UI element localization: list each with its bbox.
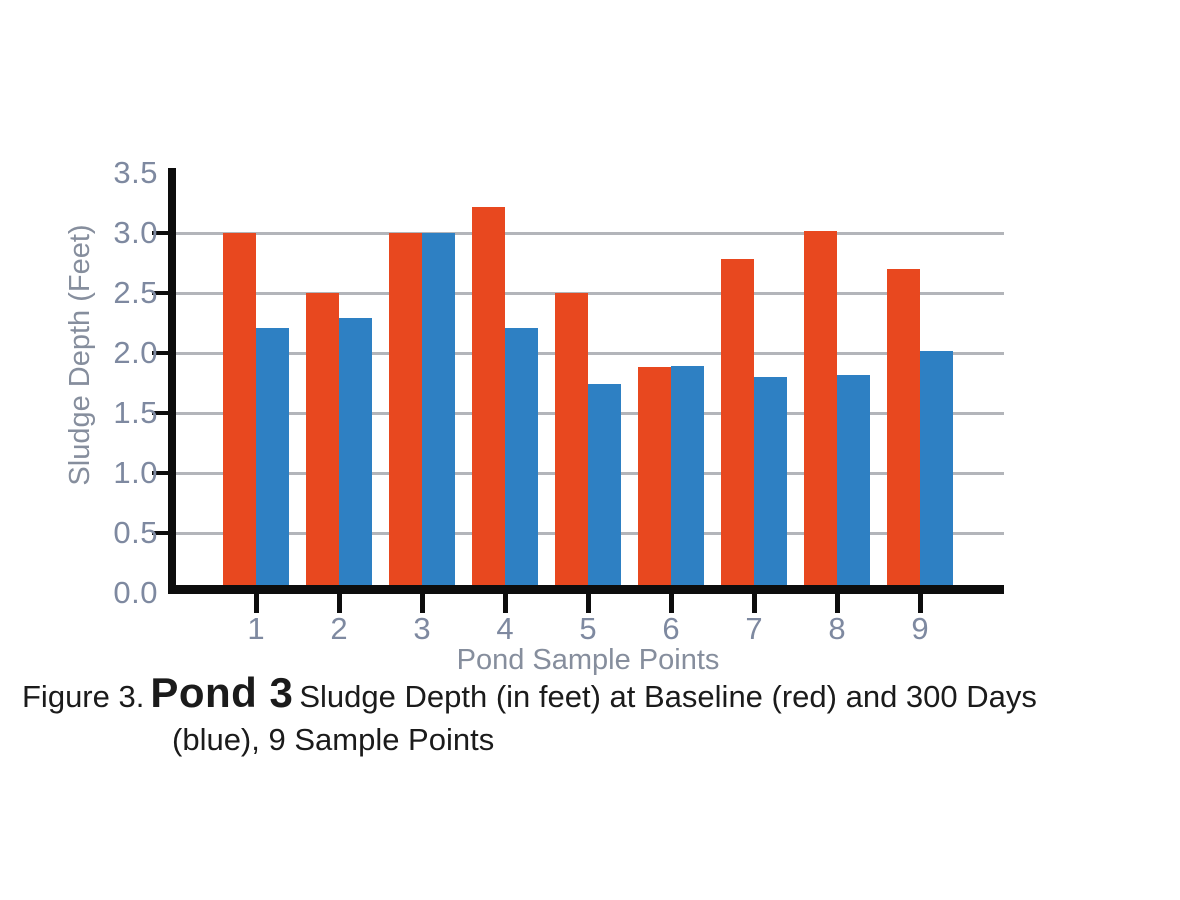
x-tick-label-9: 9 — [911, 611, 929, 646]
x-tick-8 — [835, 594, 840, 613]
x-tick-label-8: 8 — [828, 611, 846, 646]
y-tick-label-1.0: 1.0 — [113, 455, 158, 490]
y-tick-1.0 — [152, 471, 168, 475]
bar-baseline-8 — [804, 230, 837, 593]
y-tick-2.0 — [152, 351, 168, 355]
bar-baseline-4 — [472, 206, 505, 593]
bar-300days-4 — [505, 327, 538, 593]
y-tick-label-1.5: 1.5 — [113, 395, 158, 430]
x-tick-label-7: 7 — [745, 611, 763, 646]
bar-300days-9 — [920, 350, 953, 593]
bar-300days-5 — [588, 384, 621, 593]
y-axis-title: Sludge Depth (Feet) — [64, 224, 96, 486]
y-tick-1.5 — [152, 411, 168, 415]
y-axis-line — [168, 168, 176, 594]
gridline-2.5 — [176, 292, 1004, 295]
bar-300days-3 — [422, 233, 455, 593]
bar-300days-8 — [837, 374, 870, 593]
x-tick-5 — [586, 594, 591, 613]
caption-description: Sludge Depth (in feet) at Baseline (red)… — [299, 679, 1037, 714]
caption-line-1: Figure 3. Pond 3 Sludge Depth (in feet) at… — [22, 670, 1037, 726]
bar-baseline-6 — [638, 367, 671, 593]
bar-baseline-7 — [721, 259, 754, 593]
x-tick-4 — [503, 594, 508, 613]
bar-baseline-1 — [223, 233, 256, 593]
x-tick-7 — [752, 594, 757, 613]
y-tick-0.5 — [152, 531, 168, 535]
x-axis-title: Pond Sample Points — [456, 644, 720, 676]
caption-pond-label: Pond 3 — [150, 669, 294, 716]
y-tick-label-0.5: 0.5 — [113, 515, 158, 550]
y-tick-label-3.0: 3.0 — [113, 215, 158, 250]
y-tick-2.5 — [152, 291, 168, 295]
x-tick-label-4: 4 — [496, 611, 514, 646]
y-tick-label-2.0: 2.0 — [113, 335, 158, 370]
bar-baseline-9 — [887, 269, 920, 593]
y-tick-label-3.5: 3.5 — [113, 155, 158, 190]
gridline-3 — [176, 232, 1004, 235]
x-tick-label-6: 6 — [662, 611, 680, 646]
x-tick-1 — [254, 594, 259, 613]
bar-baseline-3 — [389, 233, 422, 593]
x-tick-label-2: 2 — [330, 611, 348, 646]
y-tick-3.0 — [152, 231, 168, 235]
x-tick-9 — [918, 594, 923, 613]
gridline-2 — [176, 352, 1004, 355]
y-tick-label-0.0: 0.0 — [113, 575, 158, 610]
x-tick-label-1: 1 — [247, 611, 265, 646]
x-tick-3 — [420, 594, 425, 613]
bar-300days-6 — [671, 366, 704, 593]
caption-line-2: (blue), 9 Sample Points — [172, 722, 495, 757]
y-tick-label-2.5: 2.5 — [113, 275, 158, 310]
bar-300days-7 — [754, 377, 787, 593]
x-axis-line — [168, 585, 1004, 594]
x-tick-label-3: 3 — [413, 611, 431, 646]
x-tick-2 — [337, 594, 342, 613]
x-tick-label-5: 5 — [579, 611, 597, 646]
bar-300days-1 — [256, 327, 289, 593]
bar-300days-2 — [339, 318, 372, 593]
bar-baseline-2 — [306, 293, 339, 593]
bar-baseline-5 — [555, 293, 588, 593]
x-tick-6 — [669, 594, 674, 613]
caption-figure-number: Figure 3. — [22, 679, 145, 714]
